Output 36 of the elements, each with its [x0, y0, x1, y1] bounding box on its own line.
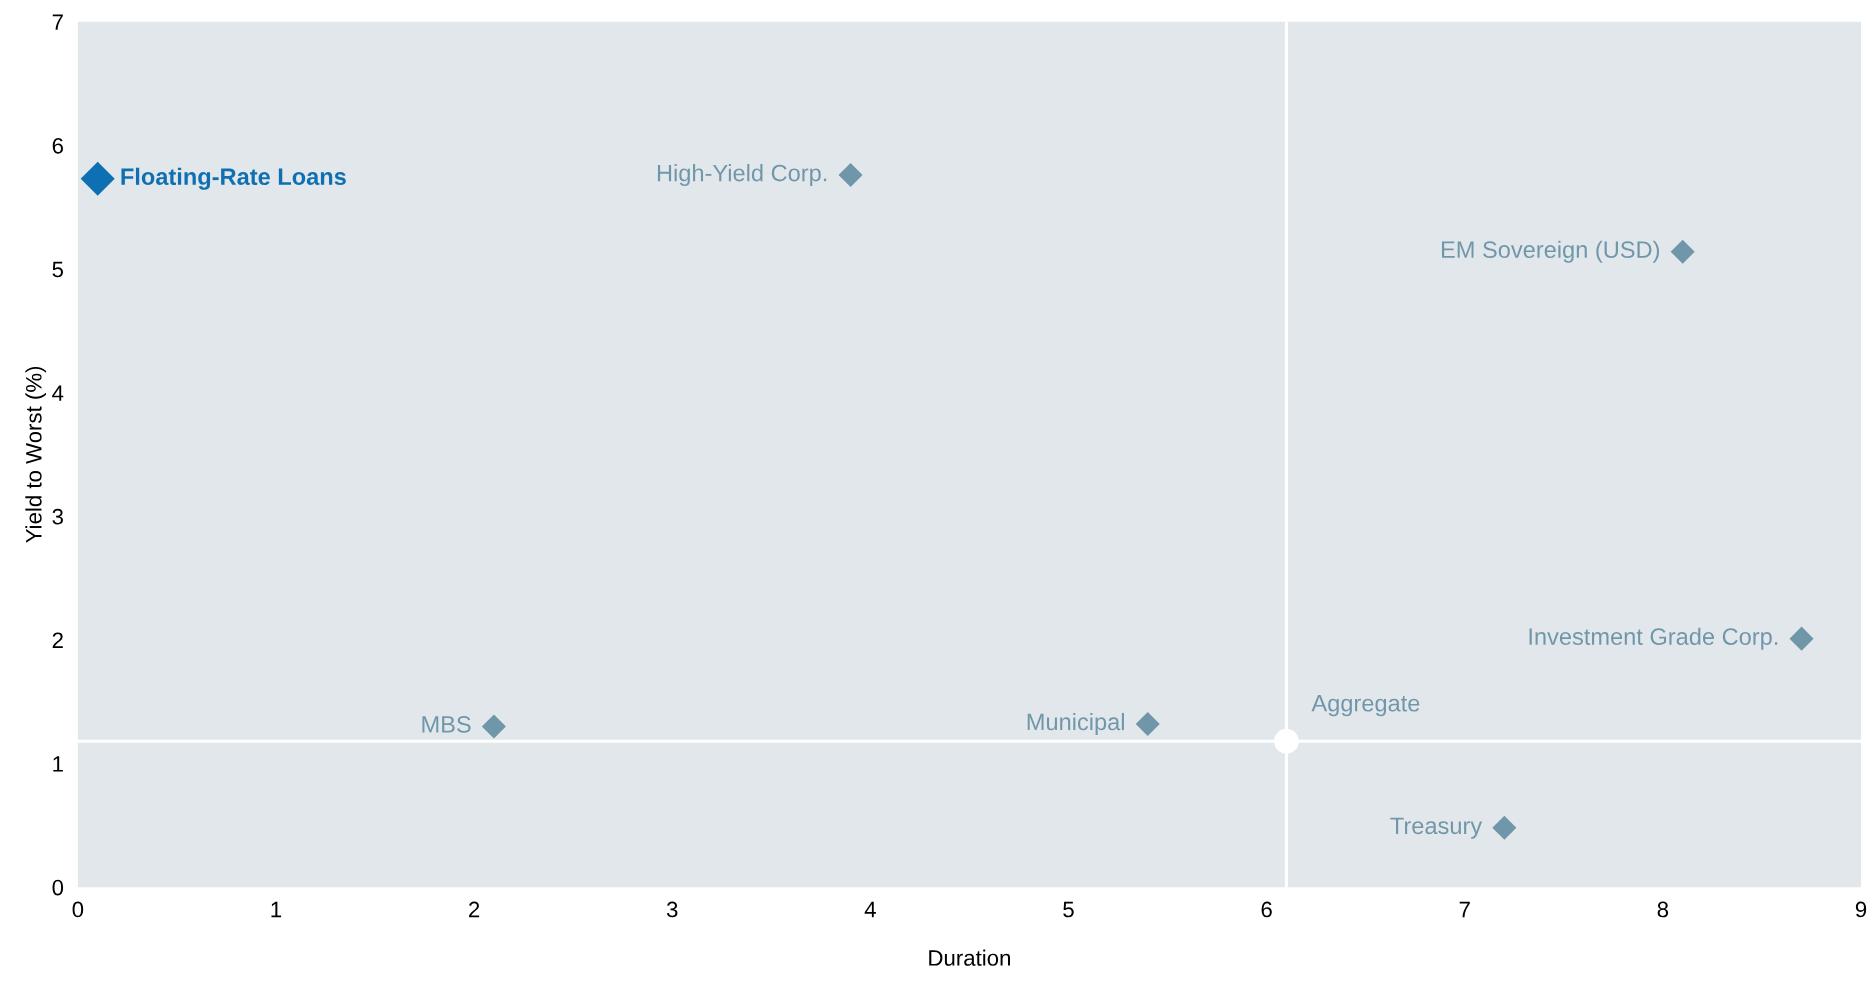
y-axis-title: Yield to Worst (%)	[25, 366, 47, 543]
point	[1135, 711, 1160, 736]
y-tick-label: 6	[52, 137, 63, 154]
y-tick-label: 2	[52, 632, 63, 648]
x-tick-label: 5	[1063, 901, 1074, 918]
x-tick-label: 9	[1855, 901, 1867, 918]
x-tick-label: 0	[72, 901, 84, 918]
x-axis-title: Duration	[929, 949, 1010, 966]
point	[80, 161, 115, 196]
y-tick-label: 0	[52, 879, 64, 896]
x-tick-label: 3	[666, 901, 678, 918]
series-label: Treasury	[1390, 817, 1483, 839]
y-tick-label: 5	[52, 261, 64, 278]
x-tick-label: 7	[1459, 901, 1470, 918]
point	[838, 163, 863, 188]
point	[1670, 239, 1695, 264]
point	[1492, 815, 1517, 840]
x-tick-label: 4	[864, 901, 876, 918]
point	[1789, 626, 1814, 651]
point	[481, 714, 506, 739]
y-tick-label: 4	[52, 385, 64, 401]
x-tick-label: 8	[1657, 901, 1669, 918]
x-tick-label: 1	[271, 901, 282, 918]
series-label: Investment Grade Corp.	[1529, 627, 1778, 650]
x-tick-label: 6	[1261, 901, 1272, 918]
series-label: High-Yield Corp.	[657, 164, 827, 187]
series-label: Municipal	[1027, 712, 1124, 735]
y-tick-label: 1	[53, 756, 63, 772]
x-tick-label: 2	[469, 901, 480, 918]
series-label: EM Sovereign (USD)	[1441, 240, 1659, 263]
series-label: MBS	[422, 716, 471, 733]
series-label: Floating-Rate Loans	[121, 167, 346, 190]
y-tick-label: 7	[52, 14, 63, 30]
annotation: Aggregate	[1311, 695, 1420, 717]
y-tick-label: 3	[52, 508, 63, 525]
point	[1274, 728, 1299, 754]
